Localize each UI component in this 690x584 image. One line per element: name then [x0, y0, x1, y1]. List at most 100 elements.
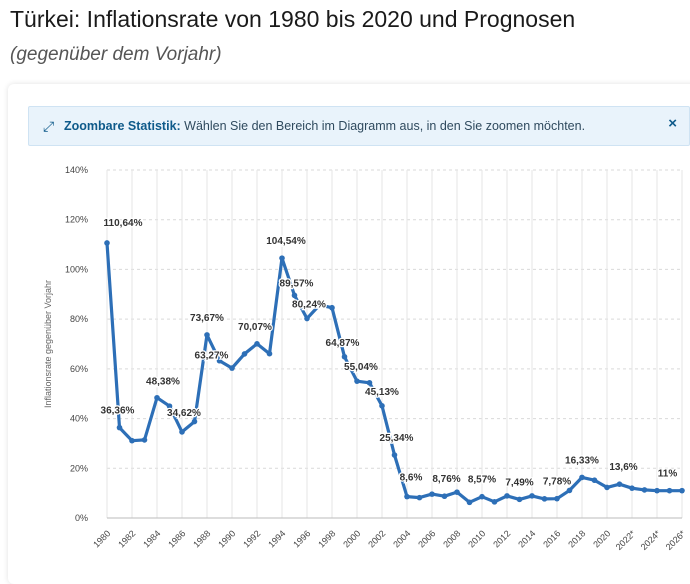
x-tick-label: 1984: [141, 528, 162, 549]
data-label: 70,07%: [238, 322, 272, 333]
x-tick-label: 2022*: [614, 528, 638, 552]
data-point: [316, 302, 323, 308]
data-point: [679, 487, 685, 494]
data-label: 104,54%: [266, 236, 306, 247]
data-point: [616, 481, 623, 487]
data-label: 45,13%: [365, 387, 399, 398]
close-icon[interactable]: ×: [668, 115, 677, 132]
data-point: [454, 489, 460, 495]
banner-text: Zoombare Statistik: Wählen Sie den Berei…: [64, 119, 585, 133]
x-tick-label: 2024*: [639, 528, 663, 552]
x-tick-label: 2016: [541, 528, 562, 549]
x-tick-label: 2008: [441, 528, 462, 549]
data-point: [591, 477, 598, 484]
data-point: [641, 487, 648, 493]
data-point: [441, 493, 448, 500]
data-point: [241, 351, 248, 357]
data-label: 16,33%: [565, 455, 599, 466]
data-label: 8,57%: [468, 475, 496, 486]
data-label: 8,76%: [432, 474, 460, 485]
data-label: 110,64%: [104, 218, 143, 229]
x-tick-label: 2006: [416, 528, 437, 549]
data-label: 7,78%: [543, 477, 571, 488]
data-point: [116, 424, 123, 431]
page-title: Türkei: Inflationsrate von 1980 bis 2020…: [10, 6, 576, 32]
x-tick-label: 1994: [266, 528, 287, 549]
y-tick-label: 120%: [65, 215, 88, 225]
data-point: [504, 493, 510, 499]
banner-label: Zoombare Statistik:: [64, 119, 181, 133]
line-chart[interactable]: 0%20%40%60%80%100%120%140%1980 1982 1984 19…: [0, 0, 690, 571]
data-point: [566, 487, 573, 494]
data-point: [179, 429, 185, 435]
data-label: 25,34%: [380, 433, 414, 444]
data-point: [654, 487, 660, 494]
x-tick-label: 2018: [566, 528, 587, 549]
data-point: [304, 315, 310, 322]
data-label: 63,27%: [195, 351, 229, 362]
data-point: [129, 437, 135, 444]
data-point: [254, 341, 260, 347]
banner-message: Wählen Sie den Bereich im Diagramm aus, …: [184, 119, 586, 133]
y-tick-label: 80%: [70, 314, 88, 324]
data-point: [379, 403, 385, 409]
data-point: [154, 394, 160, 401]
data-label: 7,49%: [505, 477, 533, 488]
data-point: [666, 487, 673, 494]
zoom-expand-icon: ⤢: [43, 118, 55, 134]
x-tick-label: 2026*: [664, 528, 688, 552]
y-tick-label: 40%: [70, 414, 88, 424]
data-point: [291, 292, 298, 299]
x-tick-label: 1988: [191, 528, 212, 549]
y-tick-label: 140%: [65, 165, 88, 175]
data-label: 8,6%: [400, 473, 423, 484]
chart-card: [8, 84, 690, 584]
x-tick-label: 1990: [216, 528, 237, 549]
y-tick-label: 100%: [65, 264, 88, 274]
x-tick-label: 2020: [591, 528, 612, 549]
data-point: [404, 493, 410, 500]
data-label: 55,04%: [344, 362, 378, 373]
x-tick-label: 2014: [516, 528, 537, 549]
data-label: 73,67%: [190, 313, 224, 324]
x-tick-label: 1996: [291, 528, 312, 549]
x-tick-label: 1982: [116, 528, 137, 549]
data-point: [354, 378, 360, 384]
data-point: [629, 485, 635, 491]
data-point: [279, 255, 285, 261]
data-label: 89,57%: [280, 278, 314, 289]
data-point: [204, 332, 210, 338]
data-point: [554, 495, 560, 502]
data-label: 64,87%: [326, 338, 360, 349]
x-tick-label: 2000: [341, 528, 362, 549]
data-point: [529, 493, 535, 499]
data-point: [604, 484, 610, 491]
data-point: [329, 304, 335, 311]
data-point: [341, 353, 348, 360]
data-point: [516, 496, 523, 503]
data-point: [104, 240, 110, 246]
y-tick-label: 20%: [70, 463, 88, 473]
x-tick-label: 1986: [166, 528, 187, 549]
data-point: [141, 437, 148, 443]
data-point: [216, 357, 223, 364]
data-label: 48,38%: [146, 377, 180, 388]
data-point: [579, 474, 585, 481]
data-point: [391, 452, 398, 458]
data-point: [366, 379, 373, 386]
x-tick-label: 1998: [316, 528, 337, 549]
x-tick-label: 2012: [491, 528, 512, 549]
data-point: [266, 350, 273, 357]
y-tick-label: 0%: [75, 513, 88, 523]
data-label: 34,62%: [167, 408, 201, 419]
x-tick-label: 2004: [391, 528, 412, 549]
data-label: 80,24%: [292, 300, 326, 311]
data-point: [416, 494, 423, 501]
y-axis-title: Inflationsrate gegenüber Vorjahr: [43, 280, 53, 408]
data-point: [229, 365, 235, 371]
zoom-info-banner: ⤢ Zoombare Statistik: Wählen Sie den Ber…: [28, 106, 690, 146]
x-tick-label: 2002: [366, 528, 387, 549]
page-subtitle: (gegenüber dem Vorjahr): [10, 44, 222, 65]
data-point: [429, 491, 435, 497]
data-point: [541, 496, 548, 502]
